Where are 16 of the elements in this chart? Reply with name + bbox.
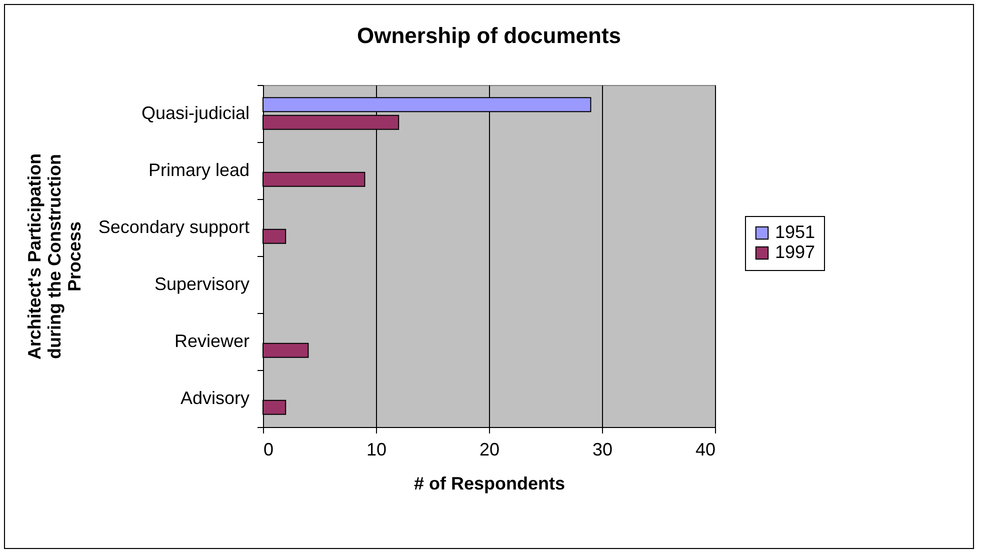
legend-label: 1997: [775, 242, 816, 262]
x-tick-label: 30: [592, 440, 613, 460]
x-tick-label: 20: [479, 440, 500, 460]
y-tick-label: Reviewer: [174, 331, 250, 351]
x-tick-label: 40: [695, 440, 716, 460]
y-tick-label: Supervisory: [154, 274, 250, 294]
y-tick-label: Advisory: [180, 388, 250, 408]
chart-title: Ownership of documents: [356, 23, 622, 48]
y-axis-title: Architect's Participation during the Construction Process: [24, 153, 84, 360]
y-tick-label: Primary lead: [148, 160, 250, 180]
y-tick-label: Secondary support: [98, 217, 250, 237]
x-axis-title: # of Respondents: [414, 474, 566, 494]
y-tick-label: Quasi-judicial: [141, 103, 250, 123]
x-tick-label: 10: [366, 440, 387, 460]
legend-label: 1951: [775, 222, 816, 242]
x-tick-label: 0: [264, 440, 274, 460]
